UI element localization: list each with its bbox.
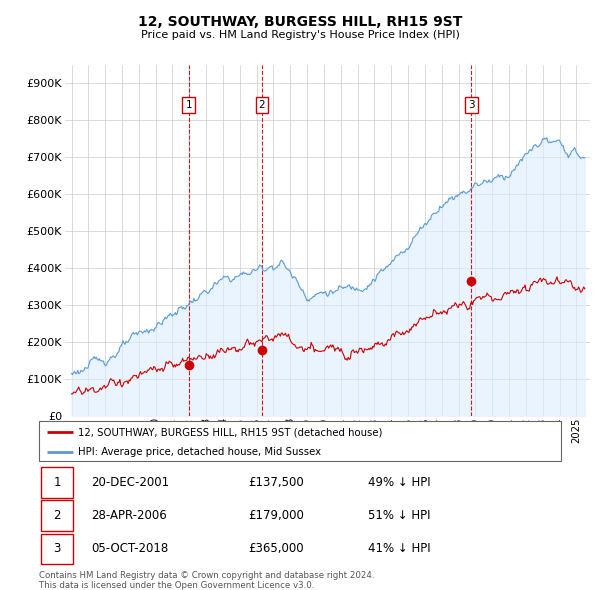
Text: 51% ↓ HPI: 51% ↓ HPI bbox=[368, 509, 430, 523]
Text: Price paid vs. HM Land Registry's House Price Index (HPI): Price paid vs. HM Land Registry's House … bbox=[140, 31, 460, 40]
Text: This data is licensed under the Open Government Licence v3.0.: This data is licensed under the Open Gov… bbox=[39, 581, 314, 590]
Bar bbox=[41, 533, 73, 565]
Text: 3: 3 bbox=[468, 100, 475, 110]
Text: 28-APR-2006: 28-APR-2006 bbox=[91, 509, 167, 523]
Text: 05-OCT-2018: 05-OCT-2018 bbox=[91, 542, 169, 556]
Text: 2: 2 bbox=[259, 100, 265, 110]
Text: 49% ↓ HPI: 49% ↓ HPI bbox=[368, 476, 430, 490]
Bar bbox=[41, 467, 73, 499]
Text: 41% ↓ HPI: 41% ↓ HPI bbox=[368, 542, 430, 556]
Text: 20-DEC-2001: 20-DEC-2001 bbox=[91, 476, 169, 490]
Text: 1: 1 bbox=[185, 100, 192, 110]
Text: 12, SOUTHWAY, BURGESS HILL, RH15 9ST (detached house): 12, SOUTHWAY, BURGESS HILL, RH15 9ST (de… bbox=[78, 427, 383, 437]
Text: 3: 3 bbox=[53, 542, 61, 556]
Text: £365,000: £365,000 bbox=[248, 542, 304, 556]
Text: 12, SOUTHWAY, BURGESS HILL, RH15 9ST: 12, SOUTHWAY, BURGESS HILL, RH15 9ST bbox=[138, 15, 462, 30]
Bar bbox=[41, 500, 73, 532]
Text: Contains HM Land Registry data © Crown copyright and database right 2024.: Contains HM Land Registry data © Crown c… bbox=[39, 571, 374, 581]
Text: £137,500: £137,500 bbox=[248, 476, 304, 490]
Text: 1: 1 bbox=[53, 476, 61, 490]
Text: £179,000: £179,000 bbox=[248, 509, 304, 523]
Text: 2: 2 bbox=[53, 509, 61, 523]
Text: HPI: Average price, detached house, Mid Sussex: HPI: Average price, detached house, Mid … bbox=[78, 447, 321, 457]
